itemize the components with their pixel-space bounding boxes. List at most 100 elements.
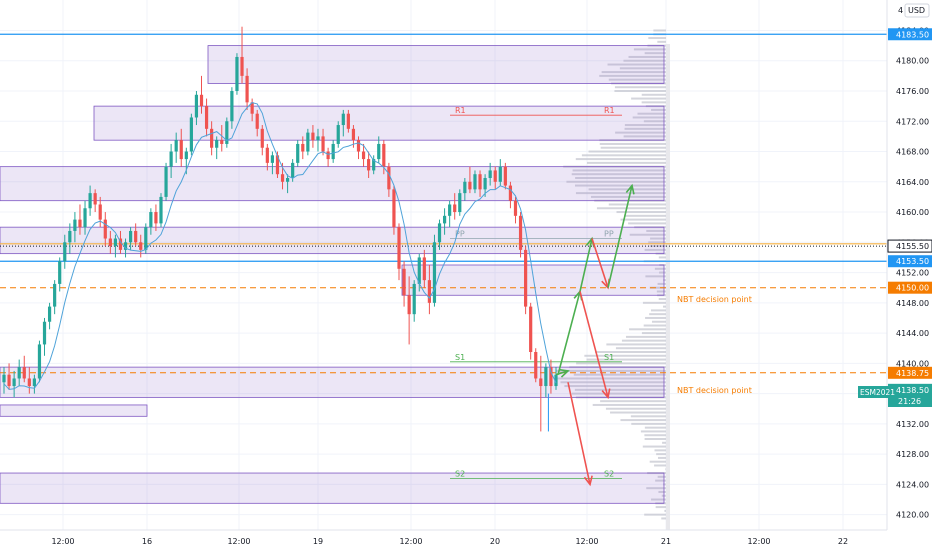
candle-body <box>230 91 234 122</box>
candle-body <box>113 238 118 247</box>
pivot-label: S2 <box>604 469 614 478</box>
arrow-head <box>558 368 570 378</box>
price-label-box <box>888 383 932 396</box>
candle-body <box>154 212 158 224</box>
arrow-head <box>601 388 611 400</box>
volume-bar <box>662 441 666 444</box>
currency-button[interactable] <box>904 3 930 18</box>
volume-bar <box>641 101 666 104</box>
candle-body <box>260 128 264 148</box>
candle-body <box>493 170 497 182</box>
volume-bar <box>566 180 666 183</box>
volume-bar <box>607 63 666 66</box>
pivot-label: S1 <box>604 353 614 362</box>
volume-bar <box>629 328 666 331</box>
candle-body <box>306 132 310 152</box>
volume-bar <box>644 438 666 440</box>
volume-bar <box>584 354 666 357</box>
countdown-tag <box>888 395 932 407</box>
candle-body <box>291 162 295 178</box>
volume-bar <box>614 90 666 92</box>
volume-bar <box>625 335 666 338</box>
volume-bar <box>610 411 666 414</box>
candle-body <box>473 174 477 190</box>
candle-body <box>159 196 163 224</box>
candle-body <box>210 128 214 148</box>
arrow-line <box>579 291 609 398</box>
price-label-text: 4138.75 <box>896 369 929 378</box>
volume-bar <box>588 188 666 191</box>
price-tick-label: 4132.00 <box>896 420 929 429</box>
candle-body <box>149 212 153 228</box>
volume-bar <box>658 256 666 259</box>
volume-bar <box>644 434 666 437</box>
candle-body <box>169 151 173 167</box>
candle-body <box>280 174 285 182</box>
zone-rect <box>0 166 665 202</box>
volume-bar <box>649 286 666 289</box>
volume-bar <box>632 116 666 119</box>
candle-body <box>529 306 533 352</box>
candle-body <box>311 132 315 141</box>
volume-bar <box>564 385 666 388</box>
time-tick-label: 12:00 <box>747 537 770 546</box>
time-axis[interactable]: 12:00 16 12:00 19 12:00 20 12:00 21 12:00 22 <box>51 537 848 546</box>
volume-bar <box>576 362 666 365</box>
candle-body <box>417 257 421 284</box>
candle-body <box>458 193 462 213</box>
volume-bar <box>643 120 666 123</box>
arrow-line <box>567 382 591 485</box>
volume-bar <box>644 248 666 251</box>
candle-body <box>463 181 467 194</box>
volume-bar <box>555 377 666 380</box>
moving-average <box>3 102 557 390</box>
volume-bar <box>623 135 666 138</box>
volume-bar <box>601 71 666 74</box>
candle-body <box>387 166 391 190</box>
volume-bar <box>633 48 666 51</box>
arrow-line <box>579 238 593 292</box>
volume-bar <box>621 339 666 342</box>
volume-bar <box>651 108 666 111</box>
volume-bar <box>637 112 666 115</box>
zone-rect <box>401 264 665 296</box>
candle-body <box>513 200 518 216</box>
volume-bar <box>556 369 666 372</box>
volume-bar <box>624 127 666 130</box>
price-tick-label: 4164.00 <box>896 178 929 187</box>
candle-body <box>351 128 356 141</box>
volume-bar <box>605 407 666 410</box>
price-tick-label: 4180.00 <box>896 57 929 66</box>
candle-body <box>478 174 482 190</box>
volume-bar <box>656 290 666 293</box>
price-label-box <box>888 255 932 268</box>
volume-bar <box>574 184 666 187</box>
candle-body <box>63 242 67 262</box>
price-tick-label: 4148.00 <box>896 299 929 308</box>
candle-body <box>468 181 472 190</box>
candle-body <box>240 56 244 76</box>
volume-bar <box>571 392 666 395</box>
volume-bar <box>644 426 666 429</box>
candle-body <box>432 242 437 303</box>
candle-body <box>503 166 507 186</box>
candle-body <box>53 283 57 307</box>
price-label-box <box>888 281 932 294</box>
candle-body <box>407 295 411 315</box>
zone-rect <box>207 45 665 84</box>
time-tick-label: 12:00 <box>227 537 250 546</box>
zone-rect <box>0 404 148 417</box>
price-tick-label: 4128.00 <box>896 450 929 459</box>
candle-body <box>144 227 148 250</box>
candle-body <box>73 219 77 231</box>
volume-bar <box>615 131 666 134</box>
candle-body <box>37 344 42 379</box>
candle-body <box>321 136 325 152</box>
volume-bar <box>599 142 666 145</box>
time-tick-label: 12:00 <box>575 537 598 546</box>
candle-body <box>58 261 62 284</box>
price-label-text: 4153.50 <box>896 257 929 266</box>
arrow-line <box>591 238 609 288</box>
zone-rect <box>93 105 665 141</box>
